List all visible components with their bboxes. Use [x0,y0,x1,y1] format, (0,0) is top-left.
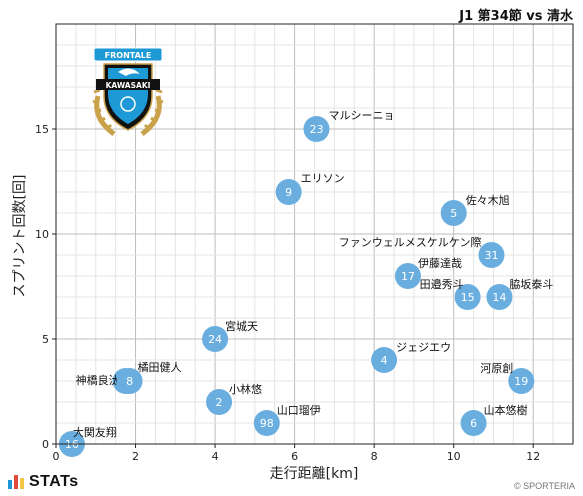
point-number: 9 [285,186,292,199]
point-number: 19 [514,375,528,388]
stats-brand: STATs [29,473,79,490]
point-marker [202,326,229,352]
point-marker [275,179,302,205]
x-tick-label: 4 [212,450,219,463]
point-label: 伊藤達哉 [418,256,462,270]
data-point: 2 小林悠 [206,382,262,415]
point-label: 佐々木旭 [466,193,510,207]
point-number: 8 [126,375,133,388]
match-title: J1 第34節 vs 清水 [459,9,573,24]
x-axis-title: 走行距離[km] [270,465,359,482]
point-label: 小林悠 [229,382,262,396]
point-marker [253,410,280,436]
point-label: マルシーニョ [328,109,394,122]
point-label: 山本悠樹 [484,403,528,417]
point-marker [440,200,467,226]
point-marker [371,347,398,373]
point-marker [508,368,535,394]
point-number: 31 [484,249,498,262]
data-point: 9 エリソン [275,172,345,205]
point-label: エリソン [301,172,345,185]
x-tick-label: 8 [371,450,378,463]
point-label: 河原創 [480,361,513,375]
x-tick-label: 6 [291,450,298,463]
y-tick-label: 5 [42,333,49,346]
x-tick-label: 12 [526,450,540,463]
point-label: 宮城天 [225,319,258,333]
x-tick-label: 2 [132,450,139,463]
data-point: 5 佐々木旭 [440,193,510,226]
point-label: 脇坂泰斗 [509,277,553,291]
point-number: 24 [208,333,222,346]
point-number: 4 [381,354,388,367]
point-number: 23 [309,123,323,136]
crest-name-text: KAWASAKI [106,81,151,90]
point-marker [454,284,481,310]
data-points: 16大関友翔27神橋良汰8橘田健人24宮城天2小林悠98山口瑠伊9エリソン23マ… [58,109,553,457]
point-marker [116,368,143,394]
point-marker [460,410,487,436]
data-point: 23 マルシーニョ [303,109,394,142]
crest-banner-text: FRONTALE [105,51,152,60]
data-point: 8 橘田健人 [116,361,182,394]
point-label: 橘田健人 [138,361,182,374]
point-number: 98 [260,417,274,430]
x-tick-label: 10 [447,450,461,463]
point-marker [394,263,421,289]
point-marker [303,116,330,142]
point-number: 15 [461,291,475,304]
point-number: 2 [216,396,223,409]
point-number: 5 [450,207,457,220]
point-marker [486,284,513,310]
point-label: 神橋良汰 [76,373,120,387]
point-marker [478,242,505,268]
y-tick-label: 15 [35,123,49,136]
point-number: 14 [492,291,506,304]
stats-logo: STATs [8,473,79,491]
stats-bars-icon [8,475,24,489]
point-label: 山口瑠伊 [277,404,321,417]
grid [55,23,574,445]
point-number: 17 [401,270,415,283]
point-label: ファンウェルメスケルケン際 [339,236,482,249]
point-label: 大関友翔 [73,425,117,439]
point-label: ジェジエウ [396,341,451,354]
copyright: © SPORTERIA [514,481,575,491]
point-label: 田邉秀斗 [420,278,464,291]
x-tick-label: 0 [53,450,60,463]
y-tick-label: 10 [35,228,49,241]
y-tick-label: 0 [42,438,49,451]
y-axis-title: スプリント回数[回] [12,175,28,298]
data-point: 4 ジェジエウ [371,341,451,373]
kawasaki-frontale-crest: FRONTALE KAWASAKI [92,47,164,137]
point-marker [206,389,233,415]
data-point: 6 山本悠樹 [460,403,528,436]
point-number: 6 [470,417,477,430]
